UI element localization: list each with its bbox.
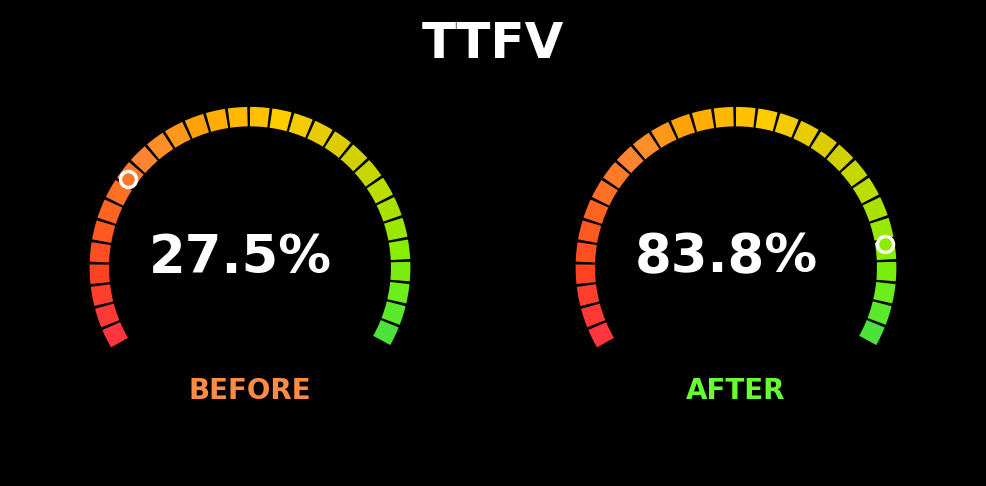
Text: AFTER: AFTER	[686, 377, 786, 405]
Text: 27.5%: 27.5%	[149, 232, 331, 283]
Text: TTFV: TTFV	[422, 20, 564, 68]
Text: BEFORE: BEFORE	[188, 377, 312, 405]
Text: 83.8%: 83.8%	[635, 232, 817, 283]
